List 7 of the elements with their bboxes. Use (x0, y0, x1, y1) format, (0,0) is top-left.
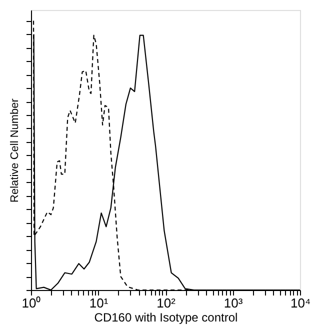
x-tick-label: 10³ (224, 296, 244, 310)
x-axis-title: CD160 with Isotype control (94, 310, 238, 324)
x-tick-label: 10¹ (89, 296, 109, 310)
y-axis-title: Relative Cell Number (9, 98, 21, 202)
x-tick-label: 10⁰ (22, 296, 42, 310)
x-tick-label: 10⁴ (290, 296, 311, 310)
x-tick-label: 10² (156, 296, 176, 310)
